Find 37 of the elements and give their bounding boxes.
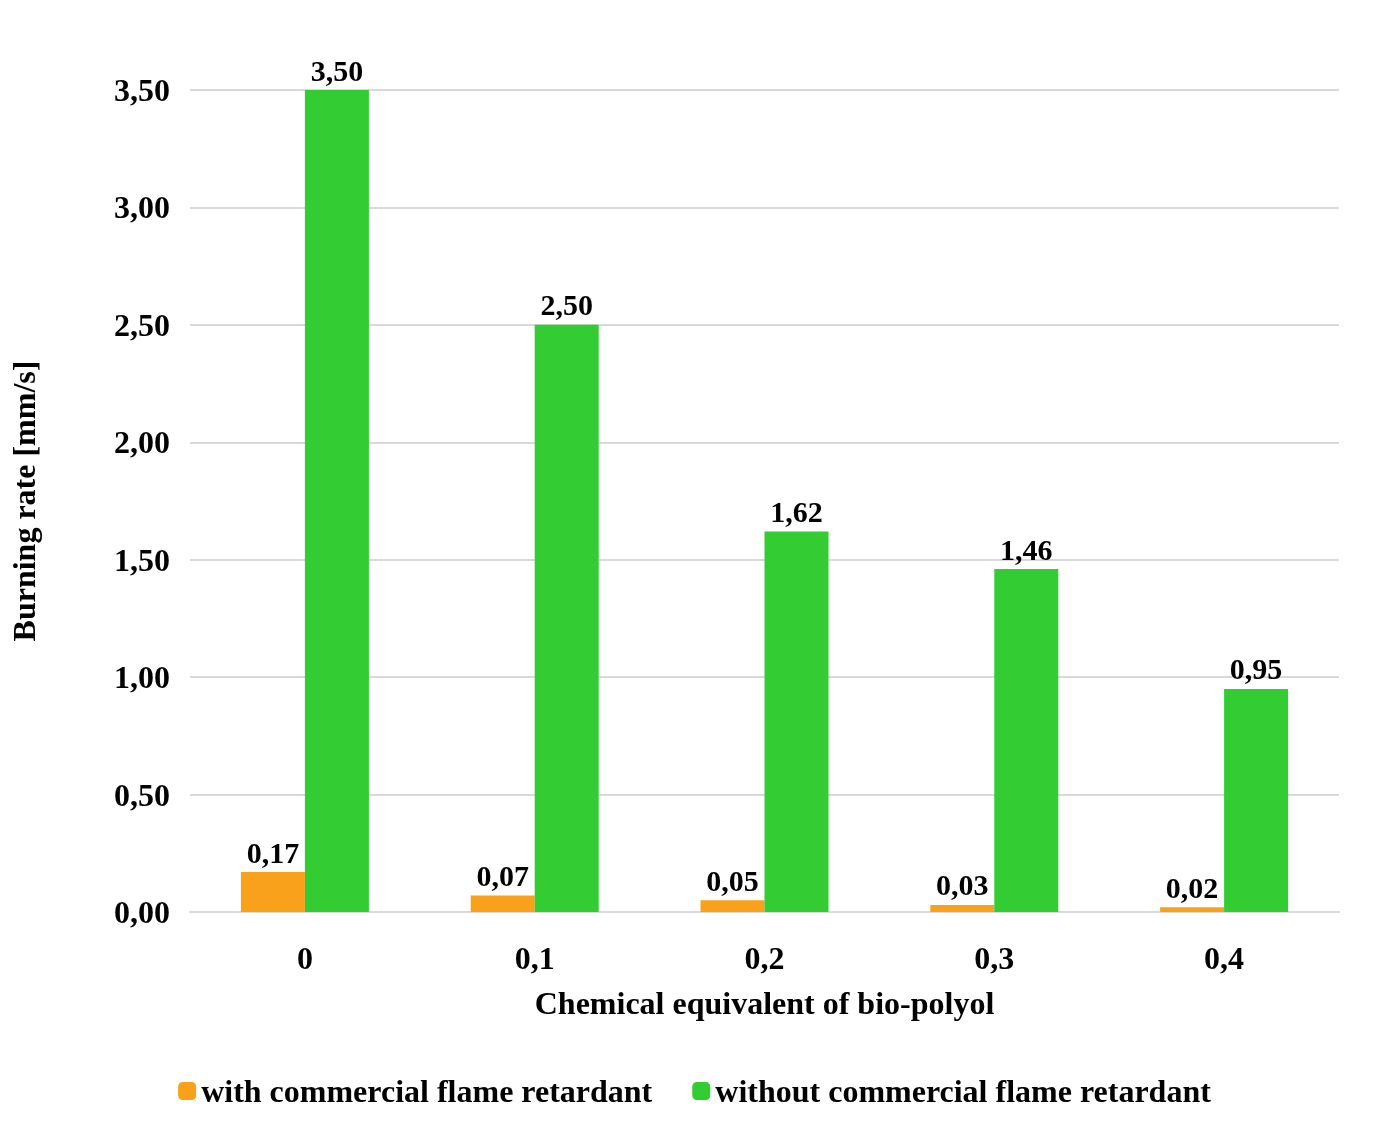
data-label: 0,03: [936, 868, 989, 902]
bar: [470, 895, 535, 912]
data-label: 0,07: [476, 859, 529, 893]
data-label: 0,02: [1165, 870, 1219, 904]
bar: [304, 90, 369, 912]
data-label: 0,95: [1229, 652, 1283, 686]
x-tick-label: 0,2: [744, 940, 785, 976]
y-tick-label: 3,00: [114, 189, 170, 226]
y-tick-label: 2,00: [114, 424, 170, 461]
data-label: 0,17: [246, 835, 300, 869]
y-tick-label: 2,50: [114, 306, 170, 343]
data-label: 1,46: [1000, 532, 1053, 566]
x-tick-label: 0,3: [974, 940, 1015, 976]
bar: [764, 531, 829, 912]
data-label: 1,62: [770, 495, 823, 529]
bar: [1160, 907, 1225, 912]
bar: [534, 324, 599, 912]
data-label: 3,50: [310, 53, 364, 87]
y-tick-label: 1,50: [114, 541, 170, 578]
bar: [700, 900, 765, 912]
data-label: 2,50: [540, 288, 593, 322]
bar: [240, 872, 305, 912]
y-tick-label: 0,50: [114, 776, 170, 813]
y-tick-label: 0,00: [114, 894, 170, 930]
data-label: 0,05: [706, 863, 759, 897]
y-tick-label: 1,00: [114, 659, 170, 696]
x-tick-label: 0: [296, 940, 313, 976]
bar: [930, 904, 995, 912]
bar: [1224, 688, 1289, 912]
legend-label: without commercial flame retardant: [715, 1073, 1212, 1109]
legend-label: with commercial flame retardant: [201, 1073, 653, 1109]
x-tick-label: 0,1: [514, 940, 555, 976]
y-tick-label: 3,50: [114, 72, 170, 108]
x-tick-label: 0,4: [1204, 940, 1245, 976]
bar: [994, 569, 1059, 912]
y-axis-title: Burning rate [mm/s]: [6, 360, 42, 642]
x-axis-title: Chemical equivalent of bio-polyol: [534, 985, 995, 1021]
